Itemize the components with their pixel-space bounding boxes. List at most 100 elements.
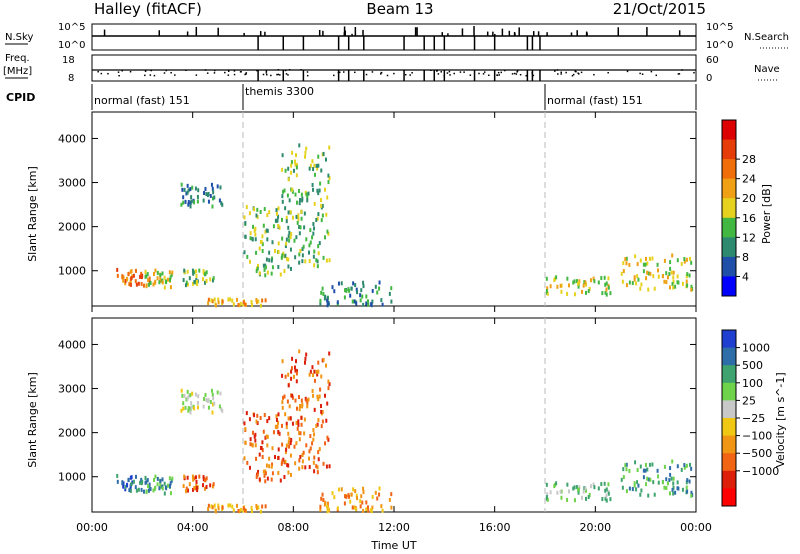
range-cell	[298, 231, 301, 236]
range-cell	[317, 212, 320, 217]
velocity-colorbar: 1000 500 100 25 −25 −100 −500 −1000	[721, 329, 779, 507]
range-cell	[205, 476, 208, 481]
range-cell	[318, 241, 321, 246]
range-cell	[281, 359, 284, 364]
range-cell	[191, 474, 194, 479]
range-cell	[300, 398, 303, 403]
range-cell	[297, 216, 300, 221]
nave-point	[265, 72, 268, 74]
range-cell	[185, 397, 188, 402]
nave-point	[285, 73, 288, 75]
range-cell	[217, 503, 220, 508]
range-cell	[320, 290, 323, 295]
range-cell	[321, 213, 324, 218]
range-cell	[676, 274, 679, 279]
range-cell	[283, 475, 286, 480]
range-cell	[345, 494, 348, 499]
range-cell	[156, 482, 159, 487]
range-cell	[294, 192, 297, 197]
range-cell	[567, 283, 570, 288]
range-cell	[271, 471, 274, 476]
range-cell	[349, 293, 352, 298]
range-cell	[646, 467, 649, 472]
cpid-mode-label: normal (fast) 151	[547, 94, 643, 107]
range-cell	[183, 393, 186, 398]
range-cell	[291, 189, 294, 194]
range-cell	[653, 492, 656, 497]
range-cell	[340, 487, 343, 492]
range-cell	[249, 231, 252, 236]
range-cell	[194, 392, 197, 397]
range-cell	[255, 269, 258, 274]
nave-point	[144, 74, 146, 77]
range-cell	[312, 254, 315, 259]
range-cell	[317, 251, 320, 256]
range-cell	[248, 211, 251, 216]
nave-point	[488, 74, 490, 77]
range-cell	[308, 449, 311, 454]
nave-point	[681, 69, 683, 71]
range-cell	[285, 219, 288, 224]
range-cell	[127, 477, 130, 482]
range-cell	[297, 395, 300, 400]
range-cell	[183, 187, 186, 192]
range-cell	[185, 280, 188, 285]
range-cell	[647, 271, 650, 276]
range-cell	[195, 475, 198, 480]
range-cell	[251, 509, 254, 514]
nave-point	[206, 72, 209, 74]
range-cell	[221, 505, 224, 510]
range-cell	[295, 371, 298, 376]
nsearch-label: N.Search	[744, 32, 789, 43]
range-cell	[259, 416, 262, 421]
range-cell	[159, 482, 162, 487]
range-cell	[592, 276, 595, 281]
range-cell	[686, 489, 689, 494]
range-cell	[289, 247, 292, 252]
range-cell	[261, 242, 264, 247]
range-cell	[262, 429, 265, 434]
range-cell	[299, 248, 302, 253]
range-cell	[319, 301, 322, 306]
range-cell	[309, 446, 312, 451]
range-cell	[182, 195, 185, 200]
range-cell	[323, 187, 326, 192]
range-cell	[683, 257, 686, 262]
range-cell	[254, 443, 257, 448]
range-cell	[274, 424, 277, 429]
range-cell	[139, 480, 142, 485]
range-cell	[355, 301, 358, 306]
range-cell	[350, 492, 353, 497]
range-cell	[388, 497, 391, 502]
nave-point	[170, 71, 172, 74]
range-cell	[672, 481, 675, 486]
colorbar-tick-label: 25	[742, 394, 756, 407]
range-cell	[669, 266, 672, 271]
range-cell	[239, 301, 242, 306]
range-cell	[313, 432, 316, 437]
range-cell	[362, 508, 365, 513]
range-cell	[645, 276, 648, 281]
range-cell	[281, 400, 284, 405]
range-cell	[624, 257, 627, 262]
range-cell	[661, 274, 664, 279]
cpid-mode-label: normal (fast) 151	[94, 94, 190, 107]
colorbar-swatch	[722, 256, 736, 277]
range-cell	[686, 283, 689, 288]
range-cell	[284, 459, 287, 464]
range-cell	[356, 496, 359, 501]
range-cell	[268, 456, 271, 461]
range-cell	[211, 402, 214, 407]
range-cell	[191, 185, 194, 190]
range-cell	[303, 154, 306, 159]
range-cell	[218, 404, 221, 409]
range-cell	[318, 394, 321, 399]
range-cell	[640, 488, 643, 493]
range-cell	[683, 463, 686, 468]
colorbar-tick-label: 8	[742, 251, 749, 264]
range-cell	[156, 476, 159, 481]
range-cell	[311, 159, 314, 164]
range-cell	[165, 486, 168, 491]
nave-point	[239, 71, 242, 73]
range-cell	[192, 477, 195, 482]
